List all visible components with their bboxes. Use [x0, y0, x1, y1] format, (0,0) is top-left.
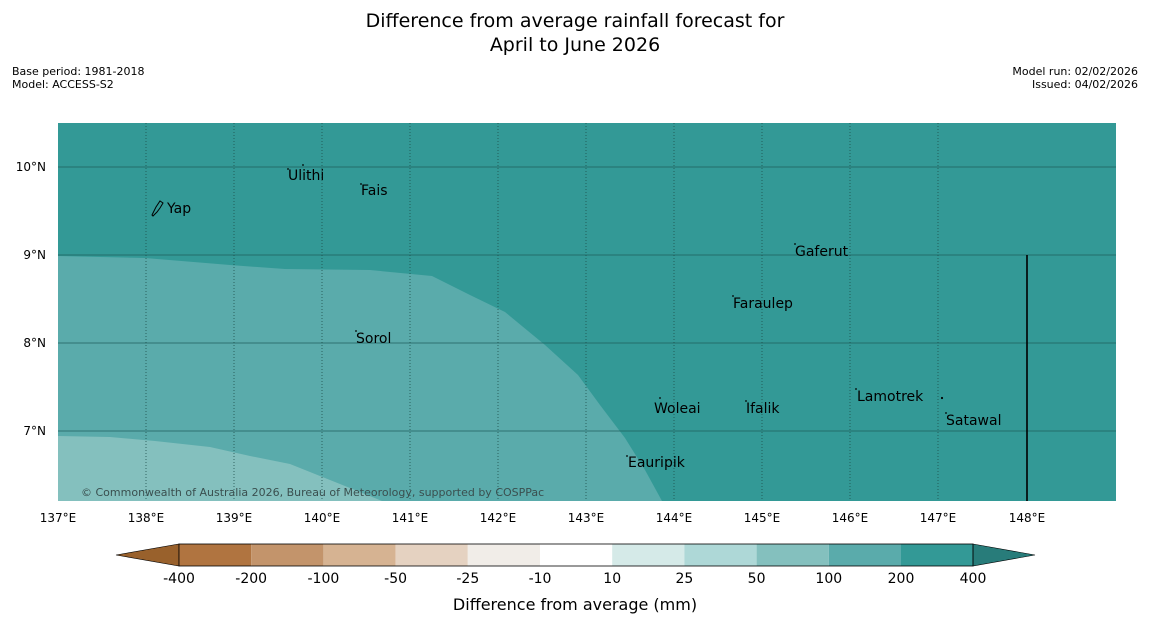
place-label-sorol: Sorol [356, 331, 391, 347]
place-label-satawal: Satawal [946, 413, 1001, 429]
place-label-yap: Yap [166, 201, 191, 217]
band-100-200 [58, 256, 662, 501]
place-label-faraulep: Faraulep [733, 296, 793, 312]
lon-label-146: 146°E [832, 511, 869, 525]
colorbar-segment [828, 544, 901, 566]
colorbar-segment [179, 544, 252, 566]
colorbar-segment [251, 544, 324, 566]
marker-west-fayu [940, 396, 944, 400]
colorbar-segment [684, 544, 757, 566]
marker-faraulep [732, 295, 734, 297]
colorbar-tick-label: 100 [815, 571, 842, 587]
colorbar-title: Difference from average (mm) [453, 595, 697, 614]
colorbar-tick-label: -25 [456, 571, 479, 587]
base-info: Base period: 1981-2018 Model: ACCESS-S2 [12, 65, 144, 91]
model-run: Model run: 02/02/2026 [1012, 65, 1138, 78]
lon-label-140: 140°E [304, 511, 341, 525]
marker-ifalik [745, 400, 747, 402]
lon-label-144: 144°E [656, 511, 693, 525]
place-label-lamotrek: Lamotrek [857, 389, 924, 405]
lon-label-138: 138°E [128, 511, 165, 525]
colorbar-tick-label: 10 [603, 571, 621, 587]
lon-label-148: 148°E [1009, 511, 1046, 525]
lon-label-142: 142°E [480, 511, 517, 525]
colorbar-tick-label: -100 [308, 571, 340, 587]
lat-label-8: 8°N [23, 336, 46, 350]
colorbar-extend-high [972, 543, 1036, 567]
map-title: Difference from average rainfall forecas… [0, 9, 1150, 57]
colorbar-tick-label: 400 [960, 571, 987, 587]
marker-sorol [355, 330, 357, 332]
issued-date: Issued: 04/02/2026 [1031, 78, 1138, 91]
marker-gaferut [794, 243, 796, 245]
colorbar-tick-label: 200 [888, 571, 915, 587]
place-label-gaferut: Gaferut [795, 244, 849, 260]
marker-ulithi-2 [302, 164, 304, 166]
colorbar-segment [323, 544, 396, 566]
lon-label-137: 137°E [40, 511, 77, 525]
place-label-eauripik: Eauripik [628, 455, 686, 471]
title-line-2: April to June 2026 [489, 34, 661, 56]
marker-lamotrek [855, 388, 857, 390]
place-label-woleai: Woleai [654, 401, 701, 417]
lat-label-9: 9°N [23, 248, 46, 262]
colorbar-segment [612, 544, 685, 566]
colorbar-tick-label: 50 [748, 571, 766, 587]
base-period: Base period: 1981-2018 [12, 65, 145, 78]
model-name: Model: ACCESS-S2 [12, 78, 114, 91]
colorbar-tick-label: -10 [529, 571, 552, 587]
lat-label-7: 7°N [23, 424, 46, 438]
lon-label-143: 143°E [568, 511, 605, 525]
colorbar-tick-label: -400 [163, 571, 195, 587]
place-label-ulithi: Ulithi [288, 168, 324, 184]
copyright-notice: © Commonwealth of Australia 2026, Bureau… [81, 486, 544, 499]
colorbar-extend-low [115, 543, 180, 567]
lon-label-145: 145°E [744, 511, 781, 525]
run-info: Model run: 02/02/2026 Issued: 04/02/2026 [1012, 65, 1138, 91]
lon-label-147: 147°E [920, 511, 957, 525]
marker-eauripik [626, 455, 628, 457]
colorbar-segment [467, 544, 540, 566]
lon-label-141: 141°E [392, 511, 429, 525]
colorbar-outline [178, 543, 974, 567]
colorbar-segment [756, 544, 829, 566]
marker-fais [360, 183, 362, 185]
marker-woleai [659, 397, 661, 399]
colorbar-segment [395, 544, 468, 566]
graticule [58, 123, 1116, 501]
colorbar-segment [901, 544, 973, 566]
colorbar: -400 -200 -100 -50 -25 -10 10 25 50 100 … [115, 543, 1036, 614]
marker-satawal [945, 412, 947, 414]
band-50-100 [58, 436, 382, 501]
marker-ulithi [287, 168, 289, 170]
colorbar-tick-label: -50 [384, 571, 407, 587]
title-line-1: Difference from average rainfall forecas… [365, 10, 785, 32]
place-markers [287, 164, 947, 457]
lat-label-10: 10°N [16, 160, 46, 174]
place-label-ifalik: Ifalik [746, 401, 780, 417]
colorbar-tick-label: -200 [235, 571, 267, 587]
yap-island-shape [151, 200, 164, 217]
colorbar-segment [540, 544, 613, 566]
lon-label-139: 139°E [216, 511, 253, 525]
colorbar-tick-label: 25 [675, 571, 693, 587]
place-label-fais: Fais [361, 183, 388, 199]
